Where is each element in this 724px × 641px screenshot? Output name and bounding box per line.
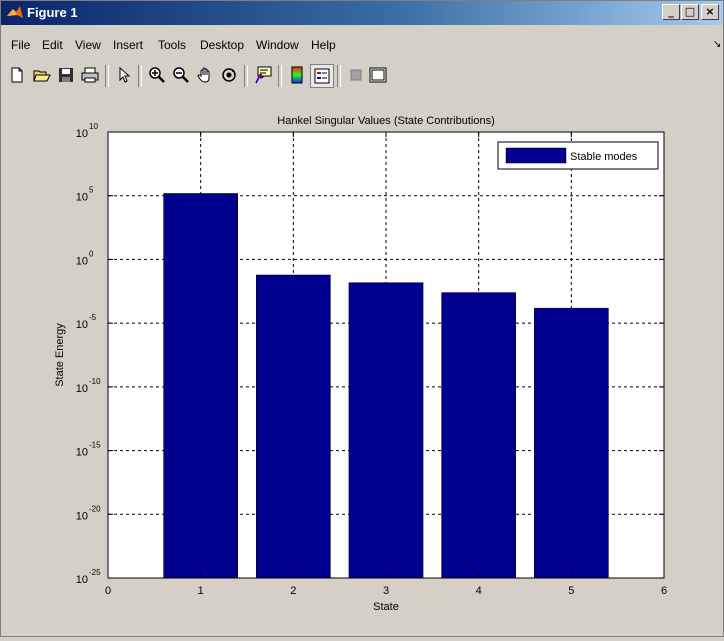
toolbar-separator [244, 65, 248, 87]
show-plot-tools-icon[interactable] [367, 64, 389, 86]
menu-view[interactable]: View [75, 38, 101, 52]
x-tick-label: 0 [105, 585, 111, 597]
y-tick-label: 10 [76, 319, 88, 331]
data-cursor-icon[interactable] [252, 64, 274, 86]
pan-hand-icon[interactable] [194, 64, 216, 86]
menu-desktop[interactable]: Desktop [200, 38, 245, 52]
y-tick-label: 10 [76, 510, 88, 522]
menu-window[interactable]: Window [256, 38, 299, 52]
y-tick-label: 10 [76, 447, 88, 459]
chart-title: Hankel Singular Values (State Contributi… [277, 115, 494, 127]
toolbar-separator [337, 65, 341, 87]
y-tick-exponent: -20 [89, 504, 101, 513]
y-tick-exponent: 10 [89, 122, 98, 131]
y-tick-label: 10 [76, 255, 88, 267]
window-title: Figure 1 [27, 5, 78, 20]
maximize-button[interactable]: □ [681, 4, 699, 20]
menu-help[interactable]: Help [311, 38, 336, 52]
y-tick-exponent: -15 [89, 441, 101, 450]
minimize-button[interactable]: _ [662, 4, 680, 20]
print-icon[interactable] [79, 64, 101, 86]
dock-arrow-icon[interactable]: ↘ [713, 39, 722, 50]
title-bar[interactable]: Figure 1 _ □ × [1, 1, 723, 25]
y-tick-exponent: 5 [89, 186, 94, 195]
menu-bar: File Edit View Insert Tools Desktop Wind… [1, 35, 723, 57]
bar-state-3 [348, 282, 424, 579]
y-tick-exponent: -10 [89, 377, 101, 386]
legend[interactable]: Stable modes [497, 141, 659, 170]
toolbar-separator [138, 65, 142, 87]
bar-state-5 [534, 307, 609, 579]
toolbar-separator [105, 65, 109, 87]
x-tick-label: 3 [383, 585, 389, 597]
y-tick-label: 10 [76, 128, 88, 140]
select-arrow-icon[interactable] [113, 64, 135, 86]
legend-icon[interactable] [310, 64, 334, 88]
legend-label: Stable modes [570, 151, 638, 163]
y-axis-label: State Energy [54, 323, 66, 387]
y-tick-label: 10 [76, 383, 88, 395]
y-tick-label: 10 [76, 192, 88, 204]
x-tick-label: 1 [198, 585, 204, 597]
y-tick-exponent: -25 [89, 568, 101, 577]
matlab-logo-icon [7, 6, 23, 18]
toolbar-separator [278, 65, 282, 87]
menu-insert[interactable]: Insert [113, 38, 144, 52]
close-button[interactable]: × [701, 4, 719, 20]
bar-state-2 [256, 274, 331, 579]
hide-plot-tools-icon[interactable] [345, 64, 367, 86]
x-axis-label: State [373, 601, 399, 613]
x-tick-label: 6 [661, 585, 667, 597]
x-tick-label: 2 [290, 585, 296, 597]
open-file-icon[interactable] [31, 64, 53, 86]
menu-edit[interactable]: Edit [42, 38, 63, 52]
save-icon[interactable] [55, 64, 77, 86]
colorbar-icon[interactable] [286, 64, 308, 86]
legend-swatch [505, 147, 567, 164]
chart-area: 0 1 2 3 4 5 6 10 10 10 5 10 0 10 -5 10 -10 10 -15 10 -20 10 -2… [1, 97, 723, 636]
x-tick-label: 4 [476, 585, 482, 597]
bar-state-4 [441, 292, 516, 579]
new-figure-icon[interactable] [6, 64, 28, 86]
y-tick-exponent: 0 [89, 249, 94, 258]
bar-chart[interactable]: 0 1 2 3 4 5 6101010510010-510-1010-1510-2010-2… [1, 97, 723, 636]
y-tick-label: 10 [76, 574, 88, 586]
bar-state-1 [163, 193, 238, 579]
zoom-in-icon[interactable] [146, 64, 168, 86]
menu-tools[interactable]: Tools [158, 38, 187, 52]
x-tick-label: 5 [568, 585, 574, 597]
toolbar [1, 61, 723, 91]
rotate-3d-icon[interactable] [218, 64, 240, 86]
y-tick-exponent: -5 [89, 313, 97, 322]
menu-file[interactable]: File [11, 38, 31, 52]
zoom-out-icon[interactable] [170, 64, 192, 86]
